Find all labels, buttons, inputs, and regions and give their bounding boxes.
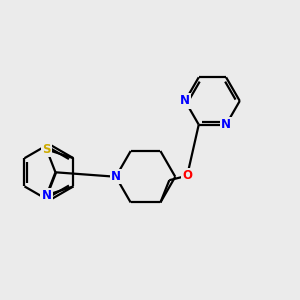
Text: N: N (111, 170, 121, 183)
Text: N: N (221, 118, 231, 131)
Text: N: N (180, 94, 190, 107)
Text: O: O (182, 169, 192, 182)
Text: N: N (41, 189, 52, 202)
Text: S: S (42, 143, 51, 156)
